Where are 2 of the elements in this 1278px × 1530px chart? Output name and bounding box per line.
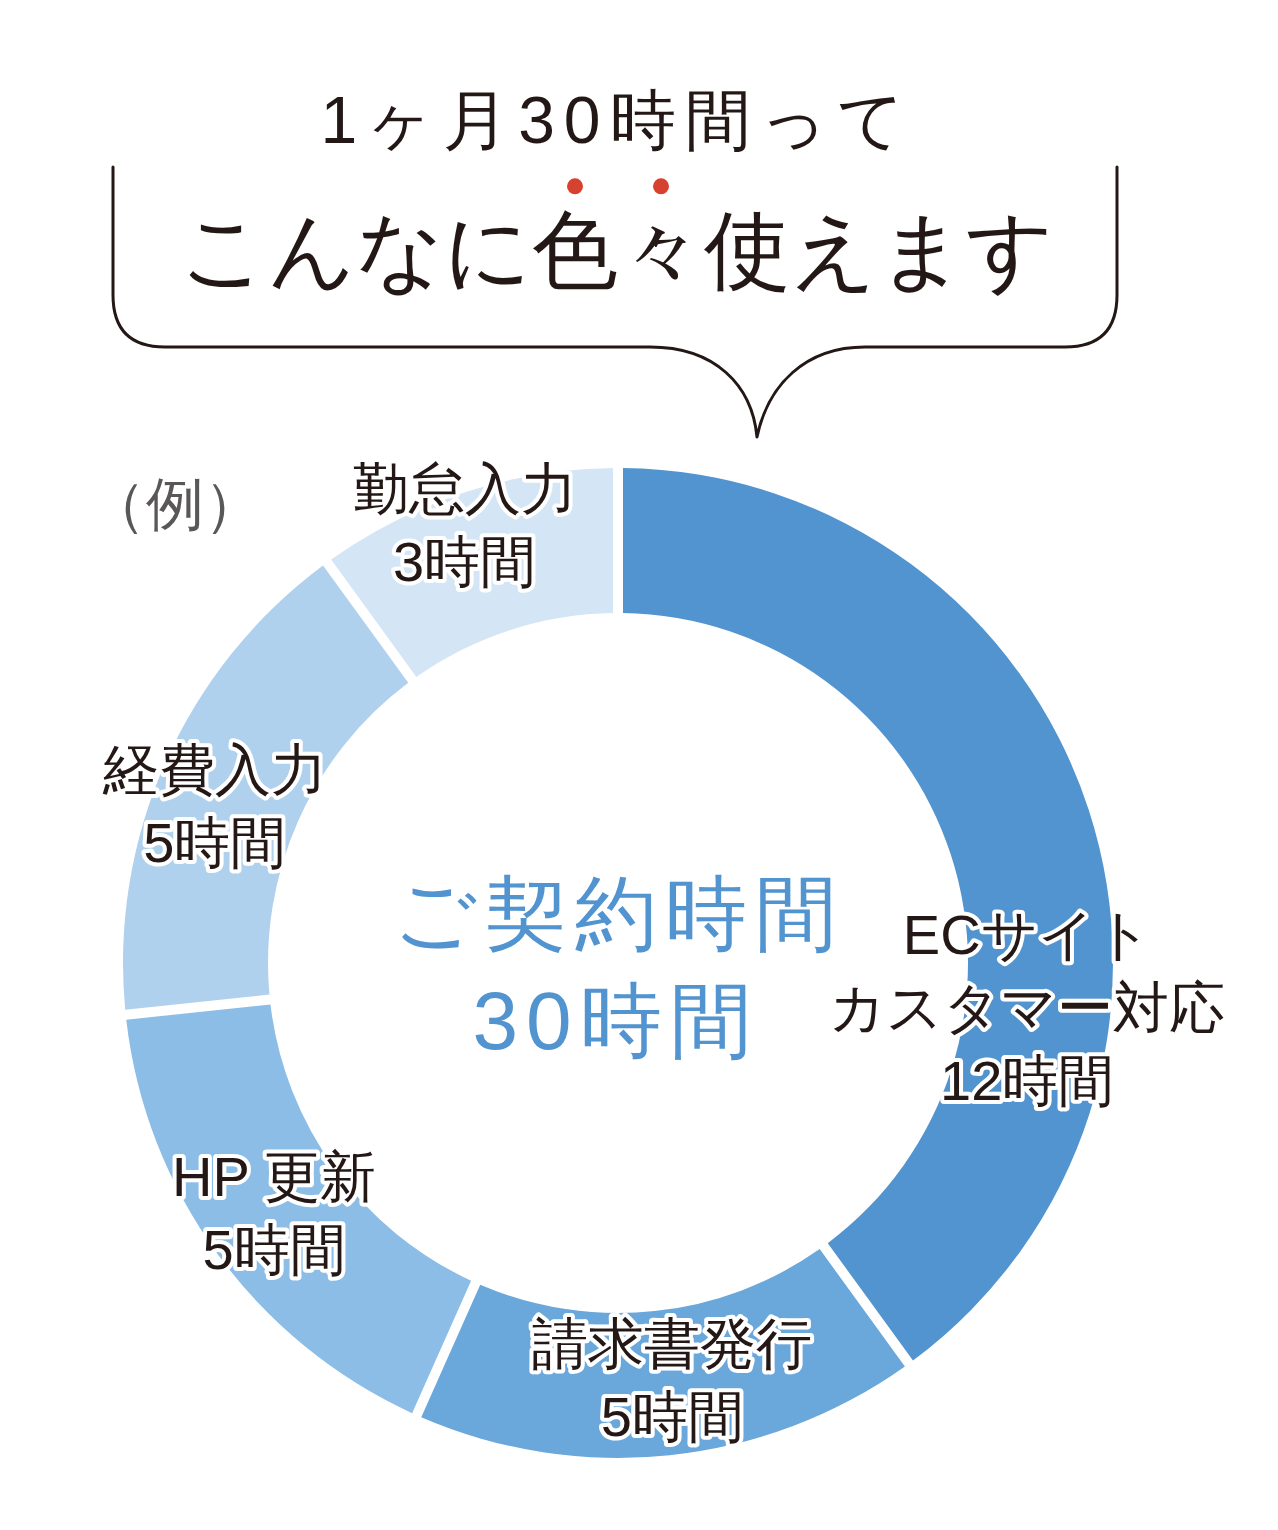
subtitle: こんなに色々使えます	[180, 202, 1054, 298]
title: 1ヶ月30時間って	[320, 83, 914, 157]
